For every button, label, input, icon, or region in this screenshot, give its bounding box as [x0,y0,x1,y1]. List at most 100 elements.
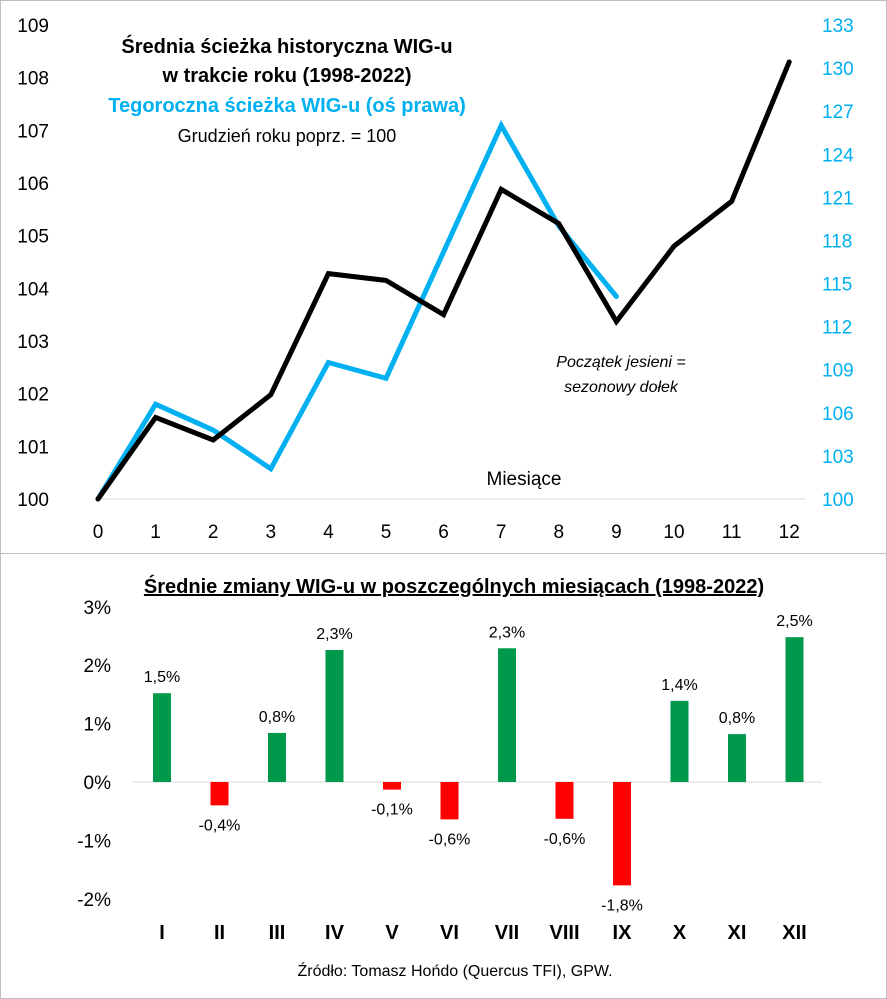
bar-chart: Średnie zmiany WIG-u w poszczególnych mi… [77,574,822,980]
right-axis-tick: 133 [822,16,854,37]
bar [555,782,574,819]
annotation-line1: Początek jesieni = [556,354,685,371]
bar [325,650,344,782]
bar [440,782,459,820]
right-axis-tick: 127 [822,102,854,123]
bar-category-label: XII [782,922,806,944]
x-axis-tick: 4 [323,522,334,543]
right-axis-tick: 130 [822,59,854,80]
bar-category-label: VIII [549,922,579,944]
bar-value-label: 1,4% [661,677,697,694]
bar-value-label: 0,8% [259,709,295,726]
bar-y-tick: -1% [77,831,111,852]
current-year-line [95,120,619,502]
annotation-line2: sezonowy dołek [564,379,679,396]
bar-category-label: IX [613,922,633,944]
right-axis-ticks: 100 103 106 109 112 115 118 121 124 127 130 133 [822,16,854,511]
bar-value-label: 2,3% [489,624,525,641]
x-axis-tick: 8 [554,522,565,543]
x-axis-tick: 3 [266,522,277,543]
bar-category-label: VI [440,922,459,944]
bar-value-label: 1,5% [144,669,180,686]
x-axis-tick: 9 [611,522,622,543]
bar-y-axis-ticks: 3% 2% 1% 0% -1% -2% [77,598,111,911]
left-axis-tick: 103 [17,332,49,353]
line-chart-title-line2: w trakcie roku (1998-2022) [161,65,411,87]
panel-divider [0,553,887,554]
bar-category-label: II [214,922,225,944]
right-axis-tick: 106 [822,404,854,425]
bar-category-label: III [269,922,286,944]
bar [670,700,689,782]
left-axis-tick: 104 [17,279,49,300]
x-axis-tick: 5 [381,522,392,543]
bar [613,782,631,886]
x-axis-tick: 6 [438,522,449,543]
bar-category-label: IV [325,922,345,944]
left-axis-ticks: 100 101 102 103 104 105 106 107 108 109 [17,16,49,511]
x-axis-tick: 12 [779,522,800,543]
right-axis-tick: 115 [822,275,852,296]
right-axis-tick: 100 [822,490,854,511]
bar [210,782,229,806]
bar-value-label: -0,6% [429,831,471,848]
bar [268,732,286,782]
bar-y-tick: 3% [84,598,112,619]
left-axis-tick: 107 [17,121,49,142]
left-axis-tick: 108 [17,69,49,90]
left-axis-tick: 102 [17,385,49,406]
bar-category-label: XI [728,922,747,944]
bar-value-label: -0,1% [371,802,413,819]
right-axis-tick: 109 [822,361,854,382]
left-axis-tick: 100 [17,490,49,511]
x-axis-label: Miesiące [487,469,562,490]
x-axis-tick: 0 [93,522,104,543]
bar-chart-title: Średnie zmiany WIG-u w poszczególnych mi… [144,574,764,598]
bar-y-tick: 2% [84,656,112,677]
bar-category-label: V [385,922,399,944]
bar-y-tick: 0% [84,773,112,794]
bar [153,693,171,782]
bar-value-label: -1,8% [601,897,643,914]
right-axis-tick: 103 [822,447,854,468]
bar-value-labels: 1,5% -0,4% 0,8% 2,3% -0,1% -0,6% 2,3% -0,6% -1,8… [144,613,813,914]
bar-category-label: X [673,922,687,944]
right-axis-series-title: Tegoroczna ścieżka WIG-u (oś prawa) [108,95,465,117]
x-axis-tick: 11 [722,522,742,543]
x-axis-ticks: 0 1 2 3 4 5 6 7 8 9 10 11 12 [93,522,800,543]
bar-value-label: 2,5% [776,613,812,630]
bar-value-label: 0,8% [719,710,755,727]
line-chart-title-line1: Średnia ścieżka historyczna WIG-u [121,34,452,58]
bar-value-label: -0,6% [544,831,586,848]
left-axis-tick: 109 [17,16,49,37]
left-axis-tick: 101 [17,437,49,458]
bar-value-label: 2,3% [316,626,352,643]
left-axis-tick: 105 [17,227,49,248]
x-axis-tick: 2 [208,522,219,543]
bar [498,648,516,782]
bar [785,637,804,782]
bar-category-label: I [159,922,165,944]
bar-category-labels: I II III IV V VI VII VIII IX X XI XII [159,922,807,944]
historical-average-line [95,59,792,502]
x-axis-tick: 1 [150,522,161,543]
right-axis-tick: 121 [822,188,854,209]
base-note: Grudzień roku poprz. = 100 [178,126,397,146]
x-axis-tick: 7 [496,522,507,543]
x-axis-tick: 10 [663,522,684,543]
left-axis-tick: 106 [17,174,49,195]
source-note: Źródło: Tomasz Hońdo (Quercus TFI), GPW. [297,961,612,980]
right-axis-tick: 118 [822,231,852,252]
bar-y-tick: 1% [84,715,112,736]
bar-value-label: -0,4% [199,817,241,834]
right-axis-tick: 112 [822,318,852,339]
bar [383,782,401,790]
bars [153,637,804,886]
bar-y-tick: -2% [77,890,111,911]
bar [728,734,746,782]
line-series [95,59,792,502]
right-axis-tick: 124 [822,145,854,166]
